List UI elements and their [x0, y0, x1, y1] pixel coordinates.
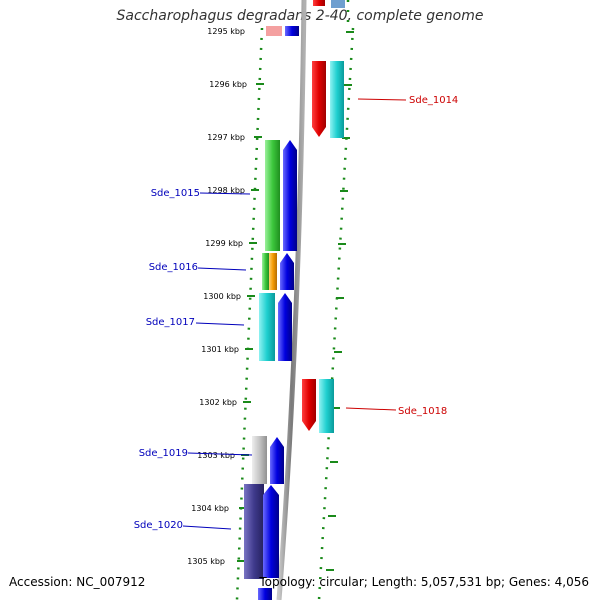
- gene-sde-1015-cog[interactable]: [265, 140, 280, 251]
- kbp-label: 1301 kbp: [201, 345, 239, 354]
- gene-sde-1018-feature[interactable]: [302, 379, 316, 431]
- gene-sde-1014-feature[interactable]: [312, 61, 326, 137]
- gene-label-sde-1019[interactable]: Sde_1019: [139, 448, 188, 459]
- partial-feature-bottom-blue[interactable]: [258, 588, 272, 600]
- gene-label-sde-1020[interactable]: Sde_1020: [134, 520, 183, 531]
- gene-sde-1016-cog-b[interactable]: [269, 253, 277, 290]
- kbp-scale: 1295 kbp 1296 kbp 1297 kbp 1298 kbp 1299…: [187, 27, 247, 566]
- gene-label-sde-1016[interactable]: Sde_1016: [149, 262, 198, 273]
- kbp-label: 1298 kbp: [207, 186, 245, 195]
- gene-label-sde-1015[interactable]: Sde_1015: [151, 188, 200, 199]
- gene-label-sde-1014[interactable]: Sde_1014: [409, 95, 458, 106]
- partial-feature-red[interactable]: [266, 26, 282, 36]
- kbp-label: 1295 kbp: [207, 27, 245, 36]
- right-major-ticks: [326, 31, 354, 571]
- gene-sde-1018-cog[interactable]: [319, 379, 334, 433]
- gene-sde-1014-cog[interactable]: [330, 61, 344, 138]
- kbp-label: 1303 kbp: [197, 451, 235, 460]
- genome-title: Saccharophagus degradans 2-40, complete …: [116, 8, 484, 24]
- kbp-label: 1300 kbp: [203, 292, 241, 301]
- gene-sde-1016-cog-a[interactable]: [262, 253, 269, 290]
- kbp-label: 1302 kbp: [199, 398, 237, 407]
- kbp-label: 1305 kbp: [187, 557, 225, 566]
- partial-feature-top-blue[interactable]: [331, 0, 345, 8]
- topology-label: Topology: circular; Length: 5,057,531 bp…: [259, 575, 589, 589]
- gene-label-sde-1018[interactable]: Sde_1018: [398, 406, 447, 417]
- partial-feature-blue[interactable]: [285, 26, 299, 36]
- genome-backbone: [276, 0, 307, 600]
- kbp-label: 1304 kbp: [191, 504, 229, 513]
- leader-lines: [182, 98, 407, 530]
- gene-sde-1017-cog[interactable]: [259, 293, 275, 361]
- gene-sde-1016-feature[interactable]: [280, 253, 294, 290]
- gene-sde-1019-feature[interactable]: [270, 437, 284, 484]
- gene-label-sde-1017[interactable]: Sde_1017: [146, 317, 195, 328]
- gene-sde-1020-cog[interactable]: [244, 484, 264, 579]
- gene-sde-1017-feature[interactable]: [278, 293, 292, 361]
- kbp-label: 1297 kbp: [207, 133, 245, 142]
- kbp-label: 1296 kbp: [209, 80, 247, 89]
- gene-sde-1019-cog[interactable]: [252, 436, 267, 484]
- partial-feature-top-red[interactable]: [313, 0, 325, 6]
- accession-label: Accession: NC_007912: [9, 575, 146, 589]
- gene-sde-1015-feature[interactable]: [283, 140, 297, 251]
- gene-sde-1020-feature[interactable]: [263, 485, 279, 578]
- kbp-label: 1299 kbp: [205, 239, 243, 248]
